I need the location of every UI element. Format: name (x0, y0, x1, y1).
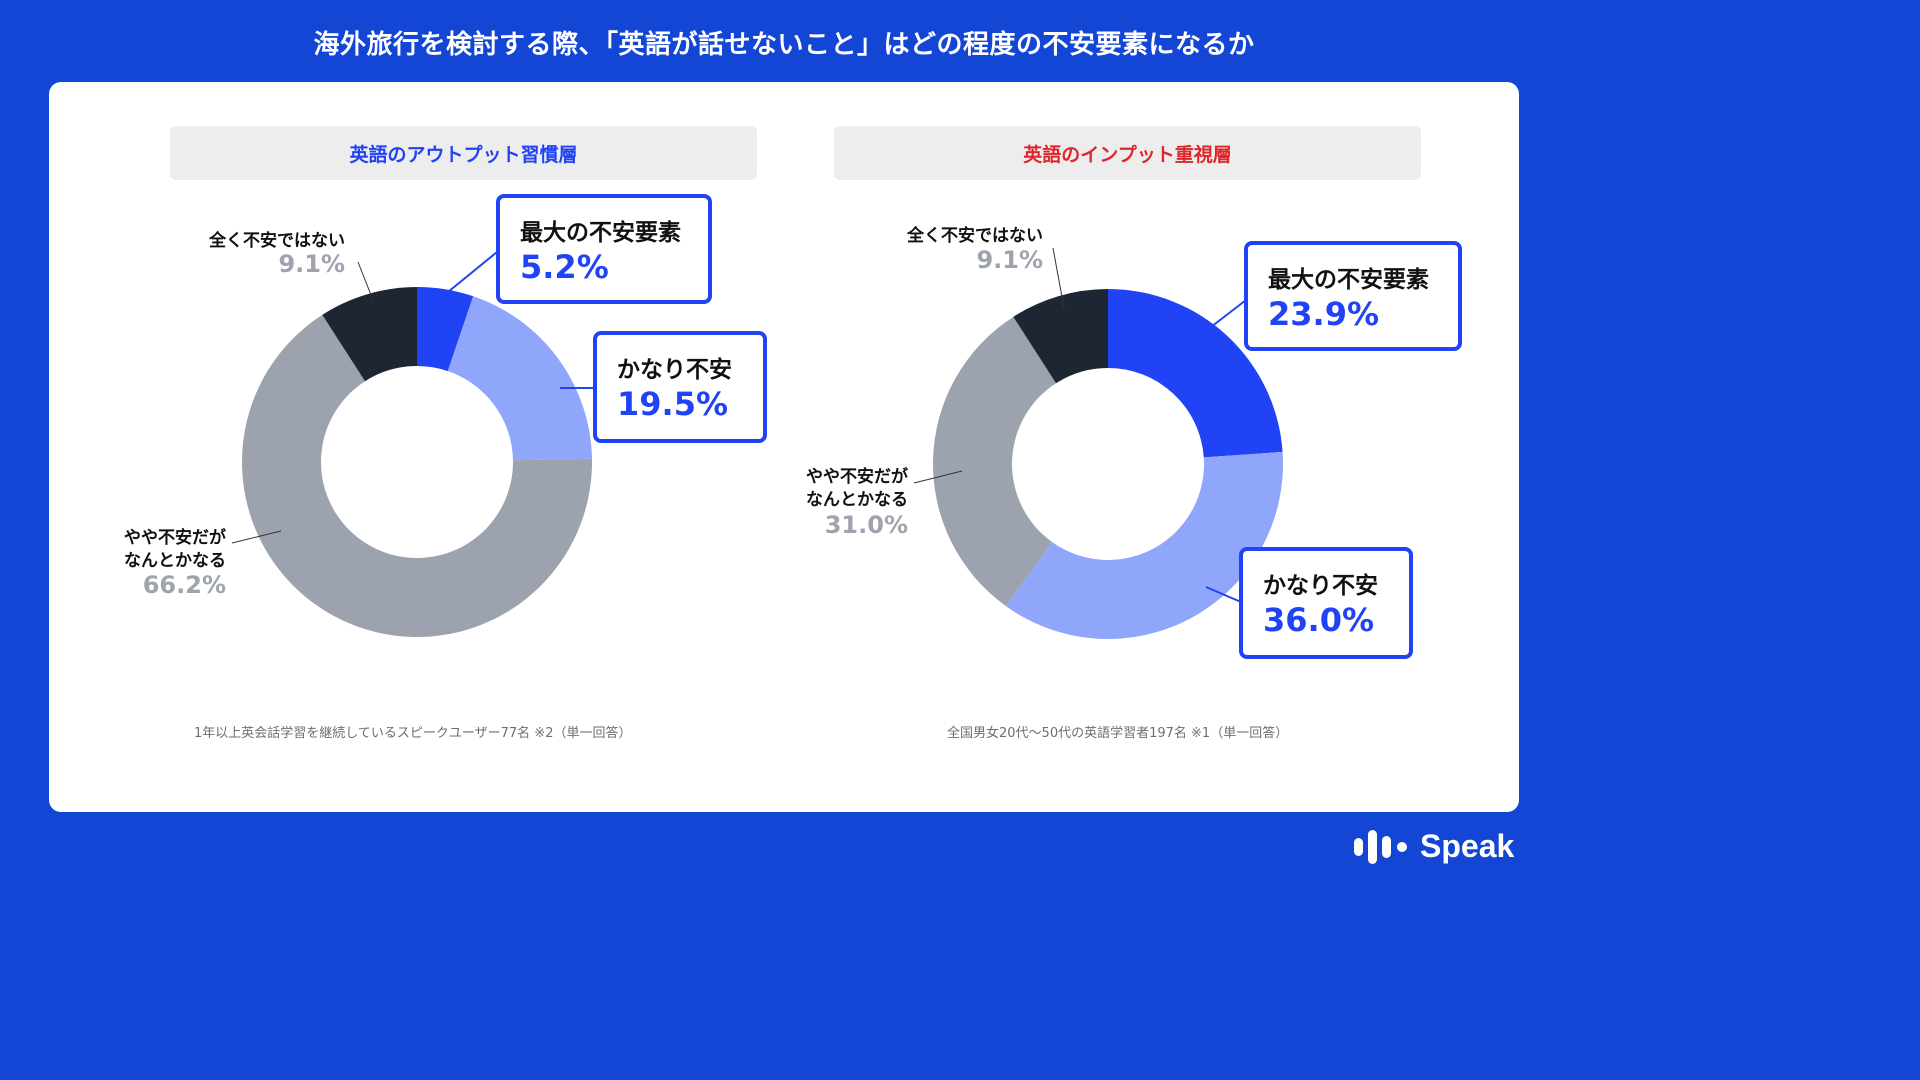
donut-0-slice-3 (322, 287, 417, 382)
donut-0-value-2: 66.2% (143, 571, 226, 599)
panel-title-output: 英語のアウトプット習慣層 (349, 143, 578, 166)
donut-1-slice-1 (1006, 451, 1283, 639)
donut-0-leader-0 (447, 251, 498, 293)
donut-1-label-2-line-0: やや不安だが (806, 466, 908, 487)
donut-1-value-3: 9.1% (976, 246, 1043, 274)
donut-0-leader-2 (231, 530, 282, 544)
panel-header-input: 英語のインプット重視層 (834, 126, 1421, 180)
speak-logo-icon (1354, 830, 1407, 864)
donut-1-label-2-line-1: なんとかなる (806, 490, 908, 510)
donut-0-label-3: 全く不安ではない (208, 230, 345, 251)
speak-logo: Speak (1352, 826, 1514, 866)
donut-1-value-1: 36.0% (1263, 601, 1374, 639)
main-title: 海外旅行を検討する際、「英語が話せないこと」はどの程度の不安要素になるか (313, 30, 1255, 60)
donut-charts: 最大の不安要素5.2%かなり不安19.5%全く不安ではない9.1%やや不安だがな… (124, 194, 1462, 659)
donut-0-slice-0 (417, 287, 474, 372)
speak-logo-text: Speak (1420, 827, 1515, 864)
donut-1-value-0: 23.9% (1268, 295, 1379, 333)
donut-1-label-0: 最大の不安要素 (1268, 266, 1429, 293)
donut-1-leader-2 (913, 470, 963, 484)
donut-1-slice-0 (1108, 289, 1283, 458)
footnote-input: 全国男女20代〜50代の英語学習者197名 ※1（単一回答） (947, 726, 1289, 741)
donut-0-label-2-line-1: なんとかなる (124, 551, 226, 571)
donut-0-slice-2 (241, 314, 593, 637)
donut-1-value-2: 31.0% (825, 511, 908, 539)
donut-0-label-1: かなり不安 (617, 356, 732, 383)
donut-1-leader-3 (1052, 247, 1065, 309)
donut-1-label-1: かなり不安 (1263, 572, 1378, 599)
donut-1-callout-box-1 (1239, 547, 1413, 659)
donut-1-label-3: 全く不安ではない (906, 225, 1043, 246)
donut-0-leader-3 (357, 261, 374, 301)
donut-0-label-2-line-0: やや不安だが (124, 527, 226, 548)
donut-0-callout-box-1 (593, 331, 767, 443)
donut-0-label-0: 最大の不安要素 (520, 219, 681, 246)
donut-1-callout-box-0 (1244, 241, 1462, 351)
donut-1-leader-1 (1205, 586, 1242, 603)
donut-1-slice-2 (932, 316, 1057, 607)
donut-0-value-1: 19.5% (617, 385, 728, 423)
panel-title-input: 英語のインプット重視層 (1023, 143, 1232, 166)
donut-0-value-3: 9.1% (278, 250, 345, 278)
donut-1-leader-0 (1210, 299, 1247, 328)
donut-0-slice-1 (447, 296, 592, 461)
donut-0-callout-box-0 (496, 194, 712, 304)
donut-1-slice-3 (1013, 289, 1108, 384)
panel-header-output: 英語のアウトプット習慣層 (170, 126, 757, 180)
donut-0-value-0: 5.2% (520, 248, 609, 286)
footnote-output: 1年以上英会話学習を継続しているスピークユーザー77名 ※2（単一回答） (194, 726, 632, 741)
